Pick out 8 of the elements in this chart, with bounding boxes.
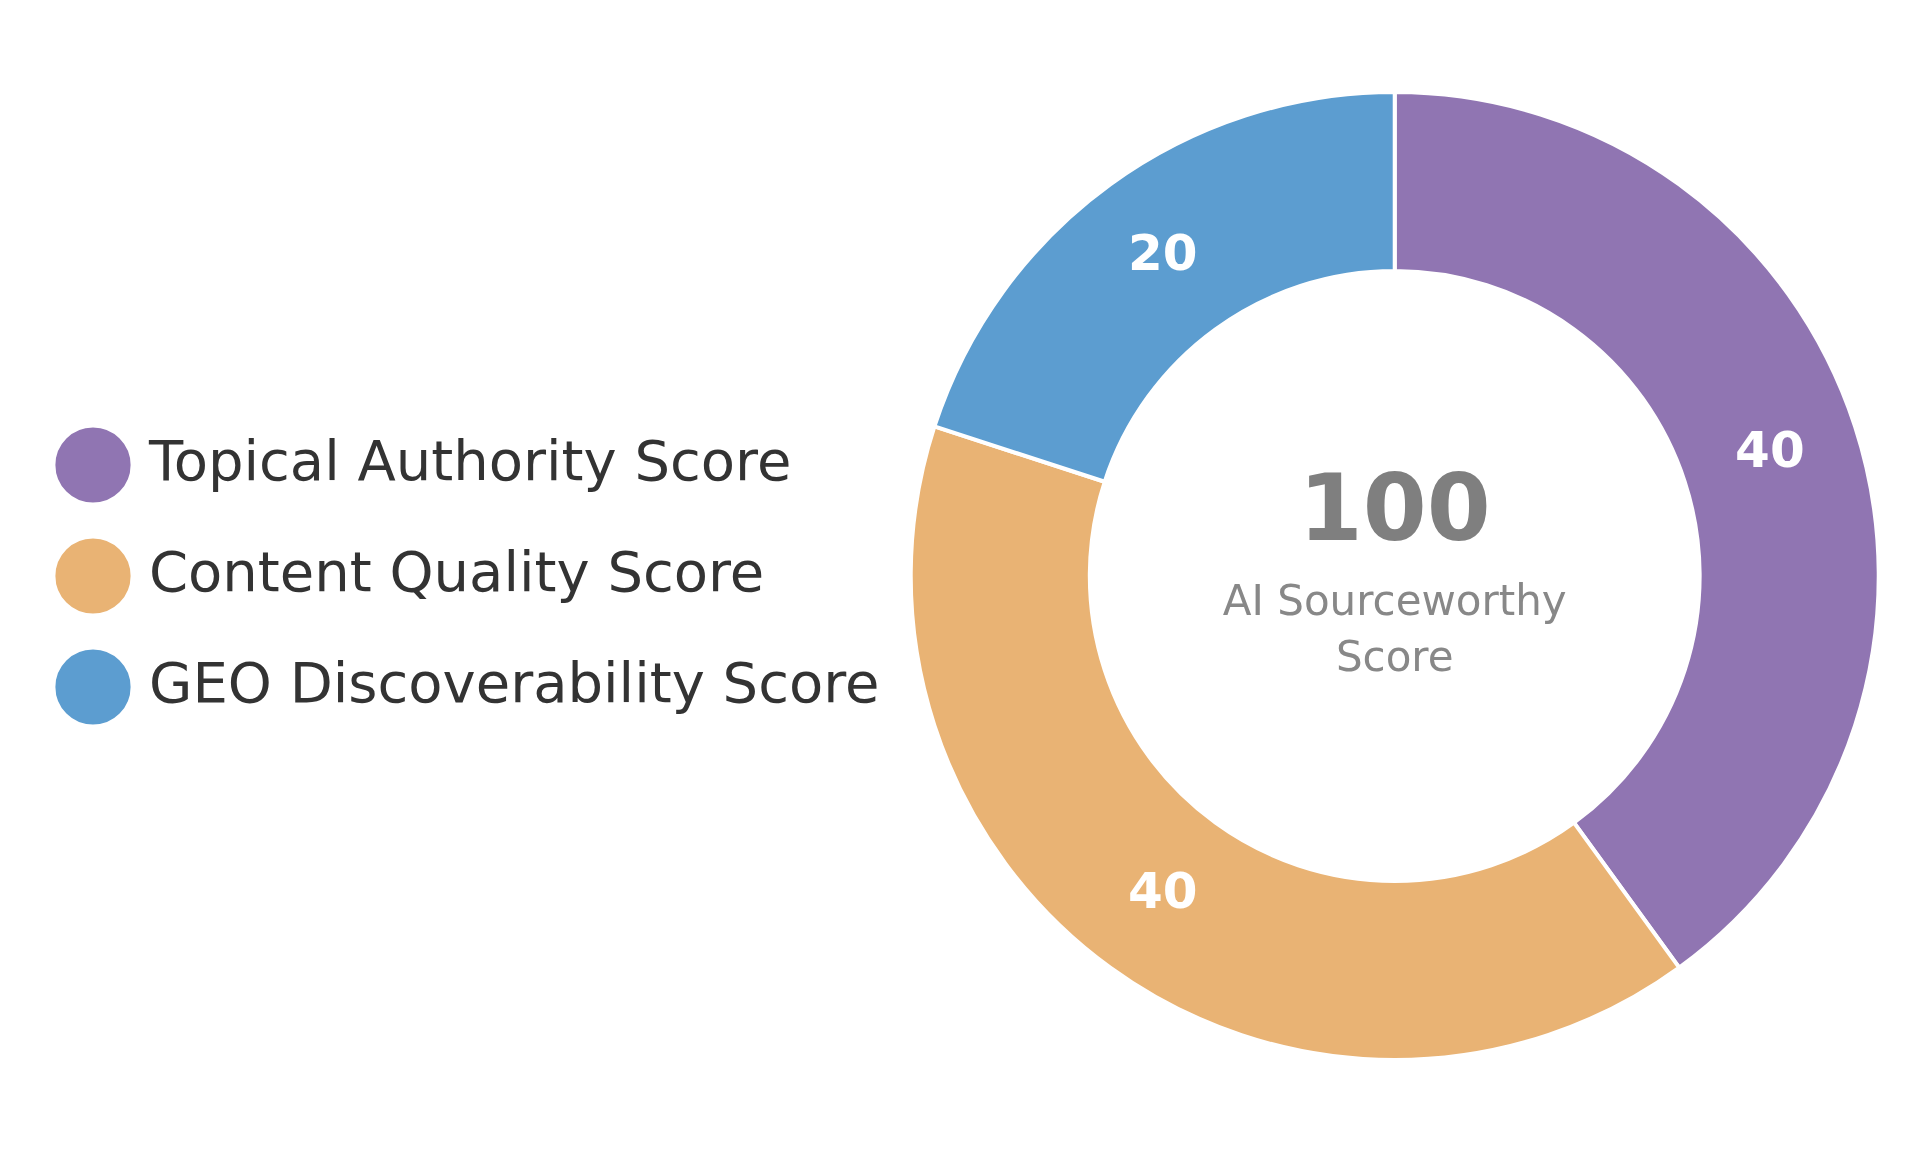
legend-label: Topical Authority Score bbox=[148, 427, 792, 493]
data-label: 20 bbox=[1128, 223, 1198, 282]
legend-label: GEO Discoverability Score bbox=[149, 649, 880, 715]
legend-label: Content Quality Score bbox=[149, 538, 765, 604]
data-label: 40 bbox=[1128, 862, 1198, 921]
text: 100 bbox=[1298, 454, 1491, 562]
text: AI Sourceworthy Score bbox=[1222, 575, 1567, 681]
data-label: 40 bbox=[1735, 421, 1805, 480]
